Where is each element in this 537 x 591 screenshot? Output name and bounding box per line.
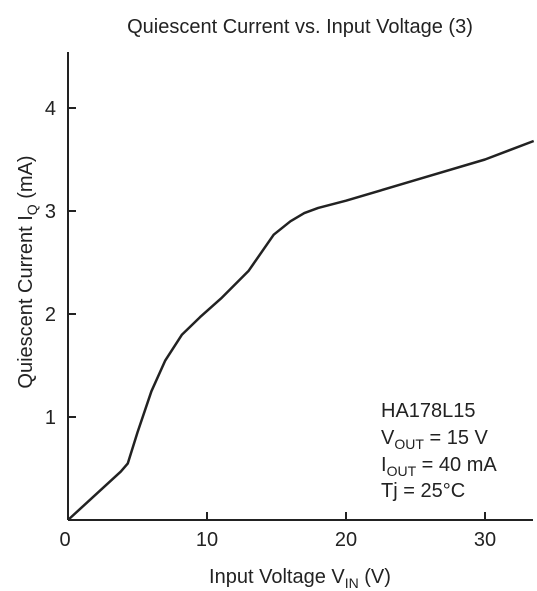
x-tick-label: 0 — [59, 529, 70, 551]
series-line — [67, 139, 535, 521]
axes — [67, 52, 533, 521]
annotation-iout: IOUT = 40 mA — [381, 454, 497, 479]
tick-labels: 0 10 20 30 1 2 3 4 — [45, 98, 496, 551]
annotation-device: HA178L15 — [381, 400, 476, 422]
annotation-tj: Tj = 25°C — [381, 480, 465, 502]
x-axis-label: Input Voltage VIN (V) — [209, 566, 391, 591]
x-tick-label: 30 — [474, 529, 496, 551]
annotation-vout: VOUT = 15 V — [381, 427, 489, 452]
y-axis-label: Quiescent Current IQ (mA) — [15, 155, 40, 388]
y-tick-label: 3 — [45, 201, 56, 223]
y-tick-label: 4 — [45, 98, 56, 120]
y-tick-label: 1 — [45, 407, 56, 429]
ticks — [68, 107, 486, 520]
x-tick-label: 10 — [196, 529, 218, 551]
annotation-box: HA178L15 VOUT = 15 V IOUT = 40 mA Tj = 2… — [381, 400, 497, 502]
chart-title: Quiescent Current vs. Input Voltage (3) — [127, 16, 473, 38]
x-tick-label: 20 — [335, 529, 357, 551]
y-tick-label: 2 — [45, 304, 56, 326]
